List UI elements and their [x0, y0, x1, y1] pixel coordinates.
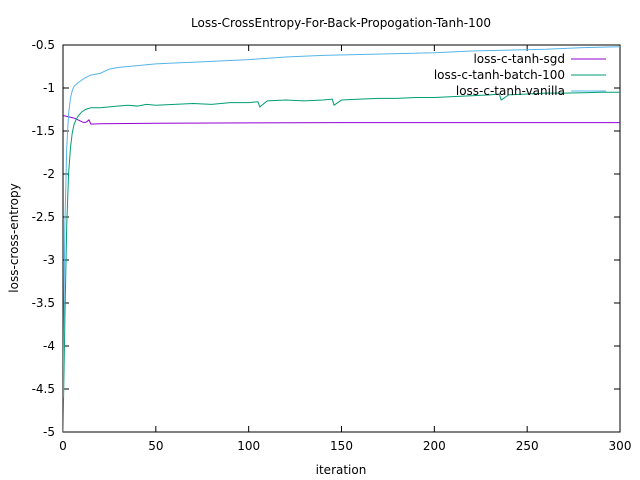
y-axis-label: loss-cross-entropy — [7, 183, 21, 292]
legend-label-loss-c-tanh-sgd: loss-c-tanh-sgd — [473, 52, 565, 66]
x-tick-label: 250 — [516, 439, 539, 453]
series-line-loss-c-tanh-batch-100 — [63, 91, 620, 432]
series-layer — [63, 46, 620, 432]
x-tick-label: 200 — [423, 439, 446, 453]
series-line-loss-c-tanh-sgd — [63, 115, 620, 125]
x-axis-label: iteration — [316, 463, 367, 477]
x-tick-label: 0 — [59, 439, 67, 453]
y-tick-label: -1.5 — [32, 124, 55, 138]
x-tick-label: 100 — [237, 439, 260, 453]
y-tick-label: -4.5 — [32, 382, 55, 396]
series-line-loss-c-tanh-vanilla — [63, 46, 620, 398]
x-tick-label: 150 — [330, 439, 353, 453]
axes: 0 50 100 150 200 250 300 -5 -4.5 -4 -3.5 -3 -2.5 -2 -1… — [32, 38, 632, 453]
y-tick-label: -5 — [43, 425, 55, 439]
plot-area — [62, 44, 621, 433]
x-tick-label: 50 — [148, 439, 163, 453]
y-tick-label: -1 — [43, 81, 55, 95]
y-tick-label: -3.5 — [32, 296, 55, 310]
legend: loss-c-tanh-sgd loss-c-tanh-batch-100 loss… — [434, 52, 606, 98]
plot-border — [62, 44, 621, 433]
y-tick-label: -0.5 — [32, 38, 55, 52]
y-tick-label: -2 — [43, 167, 55, 181]
y-tick-label: -2.5 — [32, 210, 55, 224]
y-tick-label: -3 — [43, 253, 55, 267]
chart-title: Loss-CrossEntropy-For-Back-Propogation-T… — [191, 16, 491, 30]
legend-label-loss-c-tanh-batch-100: loss-c-tanh-batch-100 — [434, 68, 565, 82]
x-tick-label: 300 — [609, 439, 632, 453]
legend-label-loss-c-tanh-vanilla: loss-c-tanh-vanilla — [456, 84, 565, 98]
y-tick-label: -4 — [43, 339, 55, 353]
